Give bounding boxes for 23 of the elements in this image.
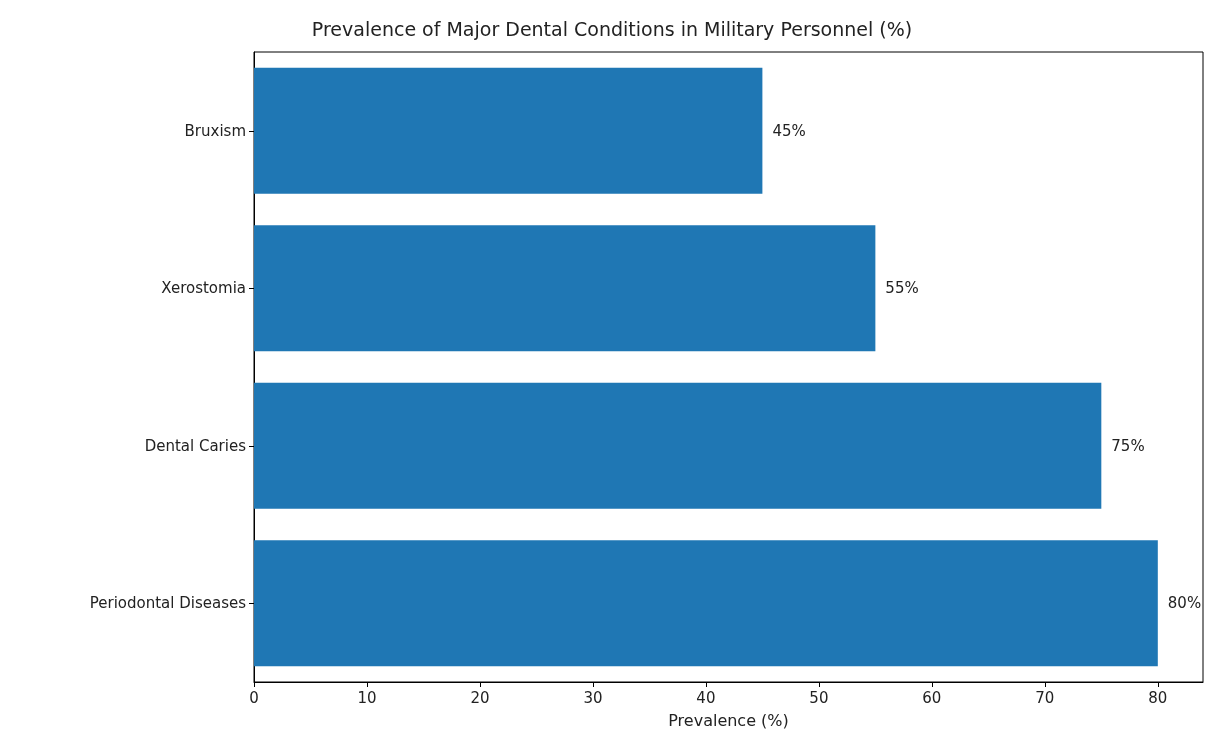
- bar: [254, 67, 763, 194]
- x-tick-label: 10: [357, 688, 377, 707]
- y-tick-label: Bruxism: [184, 121, 246, 140]
- x-tick-label: 40: [696, 688, 716, 707]
- x-tick-label: 80: [1148, 688, 1168, 707]
- y-tick-label: Dental Caries: [144, 436, 247, 455]
- x-tick-label: 0: [249, 688, 259, 707]
- x-tick-label: 50: [809, 688, 829, 707]
- bar: [254, 225, 876, 352]
- y-tick-label: Xerostomia: [161, 279, 246, 298]
- x-axis-title: Prevalence (%): [668, 710, 789, 730]
- data-label: 55%: [885, 279, 919, 298]
- data-label: 45%: [772, 121, 806, 140]
- x-tick-label: 20: [470, 688, 490, 707]
- data-label: 75%: [1111, 436, 1145, 455]
- x-tick-label: 30: [583, 688, 603, 707]
- x-tick-label: 70: [1035, 688, 1055, 707]
- chart-title: Prevalence of Major Dental Conditions in Military Personnel (%): [311, 17, 913, 40]
- y-tick-label: Periodontal Diseases: [89, 594, 247, 613]
- bar: [254, 540, 1158, 667]
- bar: [254, 382, 1102, 509]
- x-tick-label: 60: [922, 688, 942, 707]
- data-label: 80%: [1167, 594, 1202, 613]
